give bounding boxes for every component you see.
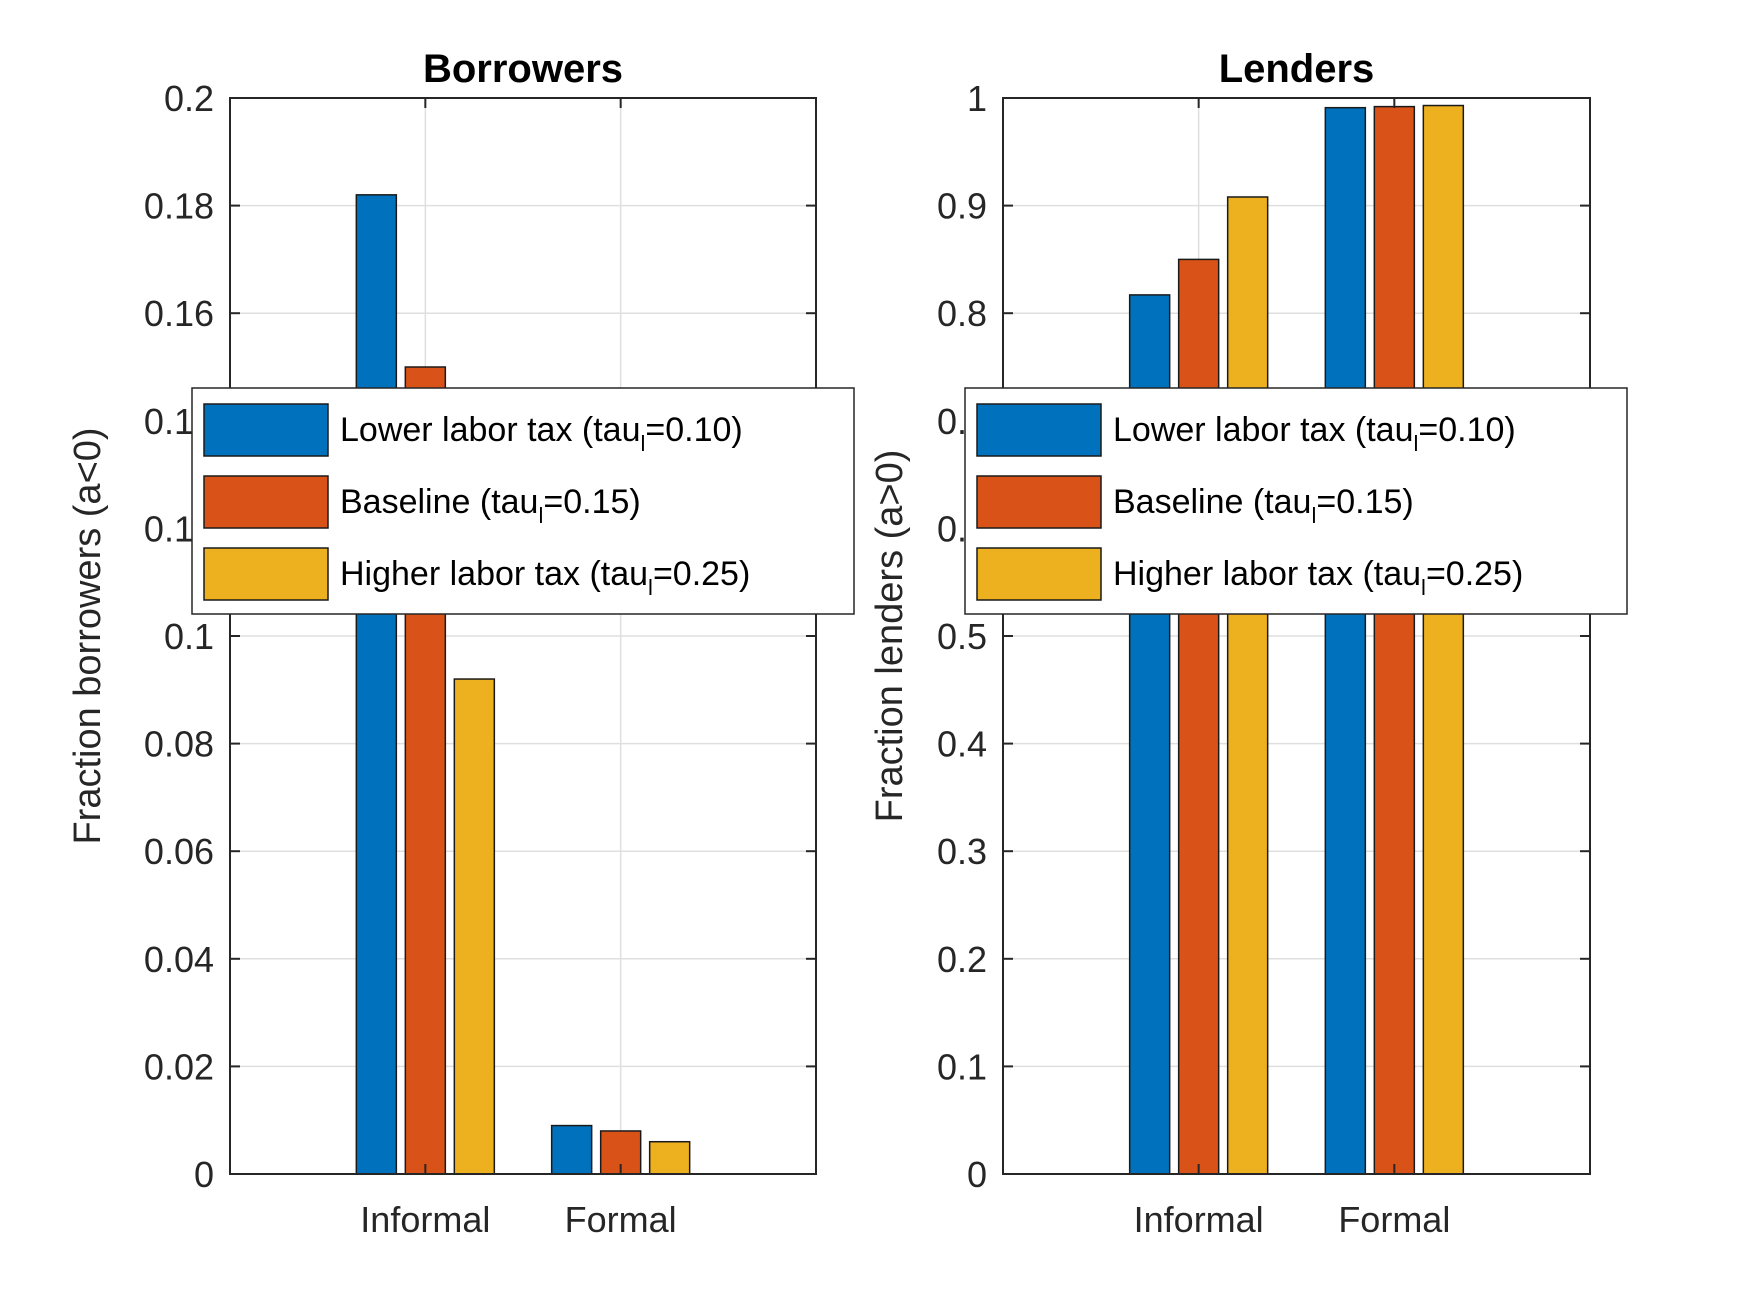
legend: Lower labor tax (taul=0.10) Baseline (tau… — [964, 387, 1628, 615]
bar-formal-series-3 — [648, 1140, 691, 1175]
x-tick-label-formal: Formal — [1338, 1199, 1450, 1240]
bar-formal-series-2 — [1373, 105, 1416, 1175]
y-tick-label: 0.5 — [937, 616, 987, 657]
legend-label-2: Baseline (taul=0.15) — [340, 483, 641, 528]
y-tick-label: 0.08 — [144, 724, 214, 765]
legend-swatch-2 — [203, 475, 329, 529]
y-tick-label: 0.3 — [937, 831, 987, 872]
bar-formal-series-1 — [1324, 106, 1367, 1175]
y-tick-label: 0.02 — [144, 1046, 214, 1087]
bar-informal-series-3 — [453, 678, 496, 1175]
y-axis-label: Fraction borrowers (a<0) — [67, 427, 109, 844]
y-tick-label: 1 — [967, 78, 987, 119]
legend: Lower labor tax (taul=0.10) Baseline (tau… — [191, 387, 855, 615]
y-tick-label: 0.8 — [937, 293, 987, 334]
y-tick-label: 0.9 — [937, 186, 987, 227]
chart-panel-borrowers: 00.020.040.060.080.10.120.140.160.180.2I… — [67, 47, 855, 1240]
y-tick-label: 0.16 — [144, 293, 214, 334]
legend-label-1: Lower labor tax (taul=0.10) — [340, 411, 743, 456]
legend-label-3: Higher labor tax (taul=0.25) — [340, 555, 750, 600]
y-axis-label: Fraction lenders (a>0) — [869, 450, 911, 823]
bar-formal-series-3 — [1422, 104, 1465, 1175]
y-tick-label: 0.4 — [937, 724, 987, 765]
legend-swatch-3 — [203, 547, 329, 601]
x-tick-label-informal: Informal — [1134, 1199, 1264, 1240]
y-tick-label: 0.04 — [144, 939, 214, 980]
bar-informal-series-1 — [355, 194, 398, 1175]
y-tick-label: 0.1 — [937, 1046, 987, 1087]
y-tick-label: 0.2 — [937, 939, 987, 980]
y-tick-label: 0.06 — [144, 831, 214, 872]
y-tick-label: 0.18 — [144, 186, 214, 227]
legend-swatch-1 — [203, 403, 329, 457]
x-tick-label-informal: Informal — [360, 1199, 490, 1240]
legend-label-1: Lower labor tax (taul=0.10) — [1113, 411, 1516, 456]
bar-informal-series-3 — [1226, 196, 1269, 1175]
y-tick-label: 0 — [967, 1154, 987, 1195]
bar-formal-series-1 — [550, 1124, 593, 1175]
chart-title: Lenders — [1219, 47, 1375, 91]
legend-swatch-2 — [976, 475, 1102, 529]
x-tick-label-formal: Formal — [565, 1199, 677, 1240]
y-tick-label: 0 — [194, 1154, 214, 1195]
chart-title: Borrowers — [423, 47, 623, 91]
legend-swatch-3 — [976, 547, 1102, 601]
y-tick-label: 0.2 — [164, 78, 214, 119]
legend-label-2: Baseline (taul=0.15) — [1113, 483, 1414, 528]
legend-label-3: Higher labor tax (taul=0.25) — [1113, 555, 1523, 600]
legend-swatch-1 — [976, 403, 1102, 457]
y-tick-label: 0.1 — [164, 616, 214, 657]
